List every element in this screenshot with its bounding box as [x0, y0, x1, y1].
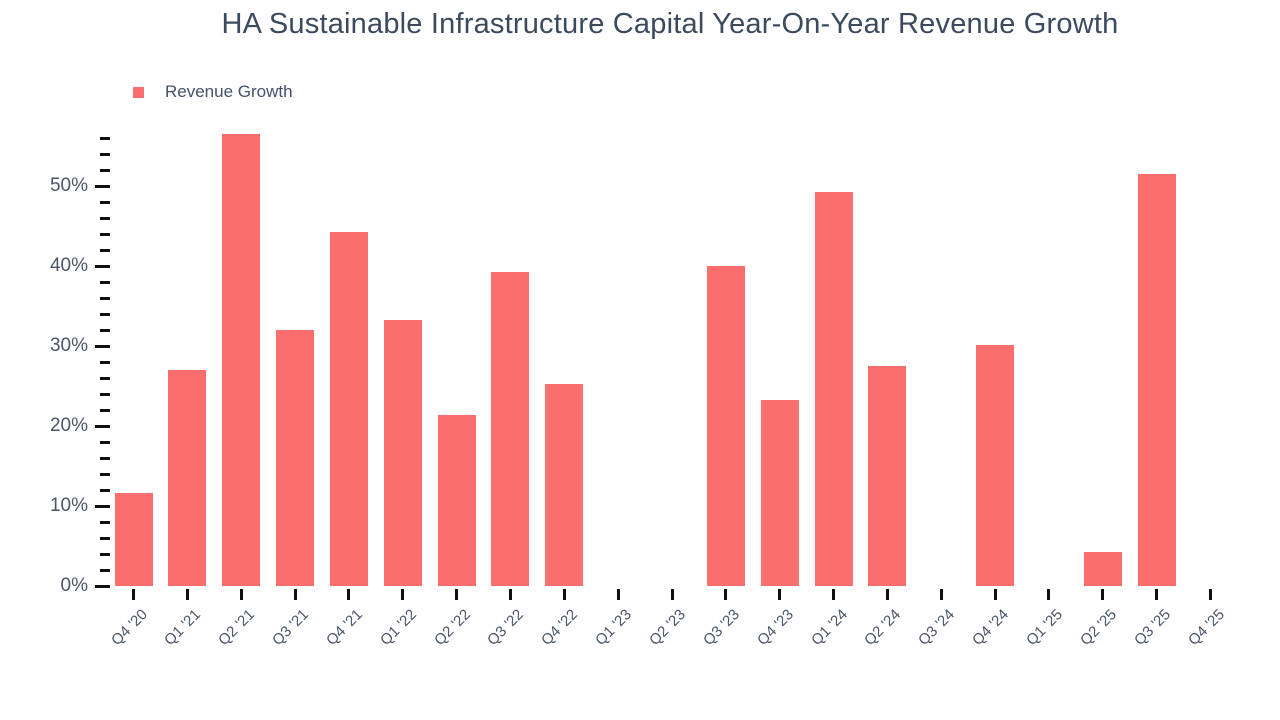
- x-axis-label: Q1 '21: [161, 606, 205, 649]
- bar-q1-22[interactable]: [383, 319, 422, 586]
- bar-q1-21[interactable]: [168, 370, 207, 586]
- y-axis-minor-tick: [100, 472, 110, 476]
- y-axis-minor-tick: [100, 456, 110, 460]
- x-axis-tick: [939, 589, 943, 600]
- x-axis-label: Q1 '22: [376, 606, 420, 649]
- x-axis-label: Q3 '21: [269, 606, 313, 649]
- x-axis-tick: [993, 589, 997, 600]
- y-axis-major-tick: [95, 584, 110, 588]
- x-axis-label: Q1 '25: [1023, 606, 1066, 649]
- x-axis-tick: [239, 589, 243, 600]
- x-axis-tick: [1047, 589, 1051, 600]
- x-axis-label: Q1 '23: [592, 606, 636, 649]
- y-axis-minor-tick: [100, 168, 110, 172]
- x-axis-label: Q3 '22: [484, 606, 528, 649]
- y-axis-label: 20%: [49, 415, 88, 436]
- x-axis-label: Q3 '24: [915, 606, 959, 649]
- y-axis-major-tick: [95, 264, 110, 268]
- bar-q3-21[interactable]: [276, 330, 315, 586]
- x-axis-label: Q4 '23: [753, 606, 797, 649]
- y-axis-minor-tick: [100, 520, 110, 524]
- x-axis-label: Q2 '24: [861, 606, 905, 649]
- x-axis-label: Q3 '23: [699, 606, 743, 649]
- bar-q2-25[interactable]: [1083, 552, 1122, 586]
- bar-q1-24[interactable]: [814, 192, 853, 586]
- y-axis-minor-tick: [100, 280, 110, 284]
- bar-q2-21[interactable]: [222, 134, 261, 586]
- y-axis-label: 30%: [49, 335, 88, 356]
- y-axis-minor-tick: [100, 568, 110, 572]
- bar-q4-22[interactable]: [545, 383, 584, 586]
- y-axis-minor-tick: [100, 440, 110, 444]
- bar-q3-25[interactable]: [1137, 174, 1176, 586]
- y-axis-label: 50%: [49, 175, 88, 196]
- x-axis-tick: [562, 589, 566, 600]
- x-axis-tick: [1155, 589, 1159, 600]
- bar-q2-24[interactable]: [868, 366, 907, 586]
- legend-item-revenue-growth[interactable]: Revenue Growth: [133, 82, 293, 102]
- x-axis-tick: [832, 589, 836, 600]
- bar-q2-22[interactable]: [437, 414, 476, 586]
- bar-q4-24[interactable]: [976, 345, 1015, 586]
- x-axis-tick: [347, 589, 351, 600]
- x-axis-label: Q2 '22: [430, 606, 474, 649]
- chart-title: HA Sustainable Infrastructure Capital Ye…: [221, 8, 1119, 40]
- y-axis-minor-tick: [100, 152, 110, 156]
- y-axis-minor-tick: [100, 536, 110, 540]
- y-axis-minor-tick: [100, 552, 110, 556]
- x-axis-tick: [132, 589, 135, 600]
- x-axis-label: Q4 '25: [1184, 606, 1228, 649]
- y-axis-minor-tick: [100, 136, 110, 140]
- x-axis-label: Q4 '21: [322, 606, 366, 649]
- x-axis-tick: [724, 589, 728, 600]
- y-axis-major-tick: [95, 424, 110, 428]
- y-axis-minor-tick: [100, 232, 110, 236]
- x-axis-label: Q4 '20: [107, 606, 151, 649]
- y-axis-minor-tick: [100, 296, 110, 300]
- x-axis-tick: [401, 589, 405, 600]
- x-axis-tick: [185, 589, 189, 600]
- y-axis-label: 0%: [60, 575, 88, 596]
- x-axis-tick: [293, 589, 297, 600]
- y-axis-label: 40%: [49, 255, 88, 276]
- x-axis-label: Q4 '22: [538, 606, 582, 649]
- x-axis-tick: [670, 589, 674, 600]
- x-axis-label: Q3 '25: [1130, 606, 1174, 649]
- x-axis-tick: [616, 589, 620, 600]
- y-axis-minor-tick: [100, 312, 110, 316]
- y-axis-minor-tick: [100, 488, 110, 492]
- bar-q3-23[interactable]: [706, 266, 745, 586]
- x-axis-label: Q2 '21: [215, 606, 259, 649]
- x-axis-tick: [1101, 589, 1105, 600]
- y-axis-minor-tick: [100, 408, 110, 412]
- y-axis-label: 10%: [49, 495, 88, 516]
- x-axis-tick: [885, 589, 889, 600]
- x-axis-tick: [508, 589, 512, 600]
- y-axis-minor-tick: [100, 376, 110, 380]
- legend-label: Revenue Growth: [165, 82, 293, 101]
- x-axis-tick: [778, 589, 782, 600]
- legend-swatch: [133, 86, 144, 98]
- bar-q4-21[interactable]: [329, 231, 368, 586]
- x-axis-label: Q2 '25: [1076, 606, 1120, 649]
- x-axis-tick: [1209, 589, 1212, 600]
- y-axis-minor-tick: [100, 248, 110, 252]
- y-axis-minor-tick: [100, 392, 110, 396]
- x-axis-label: Q1 '24: [807, 606, 851, 649]
- bar-q4-20[interactable]: [114, 493, 153, 586]
- y-axis-major-tick: [95, 184, 110, 188]
- bar-q3-22[interactable]: [491, 272, 530, 586]
- x-axis-label: Q4 '24: [969, 606, 1013, 649]
- y-axis-minor-tick: [100, 328, 110, 332]
- y-axis-major-tick: [95, 504, 110, 508]
- y-axis-minor-tick: [100, 216, 110, 220]
- x-axis-tick: [455, 589, 459, 600]
- y-axis-minor-tick: [100, 200, 110, 204]
- bar-q4-23[interactable]: [760, 399, 799, 586]
- y-axis-major-tick: [95, 344, 110, 348]
- x-axis-label: Q2 '23: [646, 606, 690, 649]
- y-axis-minor-tick: [100, 360, 110, 364]
